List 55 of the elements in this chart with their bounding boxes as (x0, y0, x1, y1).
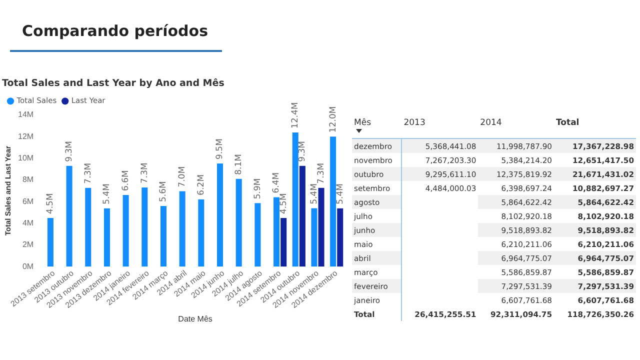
data-label: 5.9M (252, 178, 263, 200)
y-tick-label: 2M (22, 240, 34, 250)
y-tick-label: 4M (22, 218, 34, 228)
bar (274, 197, 280, 267)
data-label: 8.1M (234, 154, 244, 175)
y-tick-label: 8M (22, 175, 34, 184)
category-label: 2014 (479, 116, 503, 130)
bar (318, 188, 324, 267)
text: Comparando períodos (22, 22, 208, 40)
data-label: 5.4M (309, 183, 320, 204)
y-tick-label: 0M (22, 262, 34, 271)
data-label: 4.5M (278, 193, 289, 214)
data-label: 5.4M (335, 184, 346, 204)
data-label: 6.4M (272, 172, 282, 194)
bar (122, 194, 129, 267)
bar (47, 218, 54, 267)
data-label: 6.2M (196, 174, 206, 196)
category-label: Total (555, 116, 580, 130)
y-tick-label: 6M (22, 196, 34, 206)
data-label: 5.4M (102, 184, 112, 204)
data-label: 4.5M (46, 193, 56, 214)
y-tick-label: 14M (18, 110, 34, 120)
data-label: 9.5M (215, 138, 226, 160)
bar (66, 166, 72, 267)
bar (254, 203, 261, 267)
bar (217, 163, 224, 267)
data-label: 7.3M (316, 162, 326, 184)
data-label: 6.6M (121, 170, 132, 191)
bar (85, 188, 92, 267)
y-tick-label: 12M (18, 132, 34, 141)
data-label: 5.6M (158, 181, 169, 202)
data-label: 9.3M (64, 140, 74, 162)
bar (280, 218, 287, 267)
data-label: 12.4M (290, 102, 301, 128)
bar (236, 178, 242, 267)
data-label: 7.3M (83, 162, 94, 184)
data-label: 7.3M (140, 162, 150, 184)
x-axis-title: Date Mês (178, 314, 212, 324)
bar (299, 166, 306, 267)
bar (179, 191, 186, 267)
data-label: 7.0M (178, 166, 188, 188)
category-label: 2013 (402, 116, 426, 130)
bar (311, 208, 318, 267)
data-label: 12.0M (328, 106, 338, 133)
bar (330, 136, 336, 267)
category-label: Mês (353, 116, 372, 130)
bar (337, 208, 344, 267)
y-tick-label: 10M (18, 153, 34, 162)
bar (292, 132, 298, 267)
data-label: 9.3M (298, 140, 308, 162)
bar (198, 199, 204, 267)
bar (160, 206, 166, 267)
bar (142, 188, 148, 267)
chart-title: Total Sales and Last Year by Ano and Mês (2, 78, 225, 90)
bar (104, 208, 110, 267)
